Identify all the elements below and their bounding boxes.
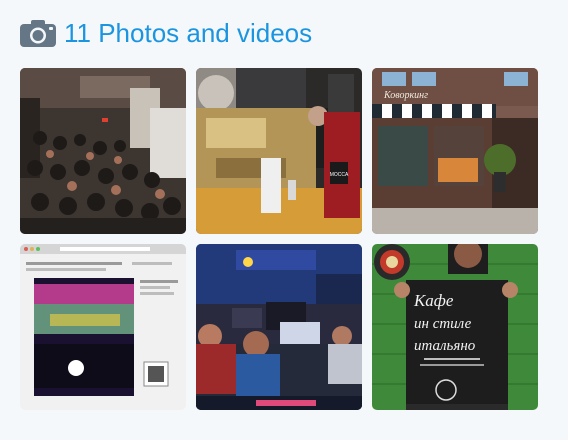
camera-icon — [20, 20, 56, 47]
website-screenshot-image — [20, 244, 186, 410]
media-header: 11 Photos and videos — [20, 18, 312, 48]
radio-studio-image — [196, 244, 362, 410]
poster-line-1: Кафе — [413, 291, 454, 310]
photo-poster[interactable]: Кафе ин стиле итальяно — [372, 244, 538, 410]
poster-line-3: итальяно — [414, 338, 476, 354]
media-title-link[interactable]: 11 Photos and videos — [64, 18, 313, 48]
photo-grid: MOCCA Коворкинг — [20, 68, 538, 410]
photo-cafe-storefront[interactable]: Коворкинг — [372, 68, 538, 234]
photo-espresso-machine[interactable]: MOCCA — [196, 68, 362, 234]
espresso-brand-label: MOCCA — [330, 172, 349, 178]
audience-hall-image — [20, 68, 186, 234]
photo-audience-hall[interactable] — [20, 68, 186, 234]
photo-website-screenshot[interactable] — [20, 244, 186, 410]
poster-line-2: ин стиле — [414, 316, 472, 332]
poster-image: Кафе ин стиле итальяно — [372, 244, 538, 410]
cafe-storefront-image: Коворкинг — [372, 68, 538, 234]
espresso-machine-image: MOCCA — [196, 68, 362, 234]
photo-radio-studio[interactable] — [196, 244, 362, 410]
cafe-sign-text: Коворкинг — [383, 90, 428, 101]
